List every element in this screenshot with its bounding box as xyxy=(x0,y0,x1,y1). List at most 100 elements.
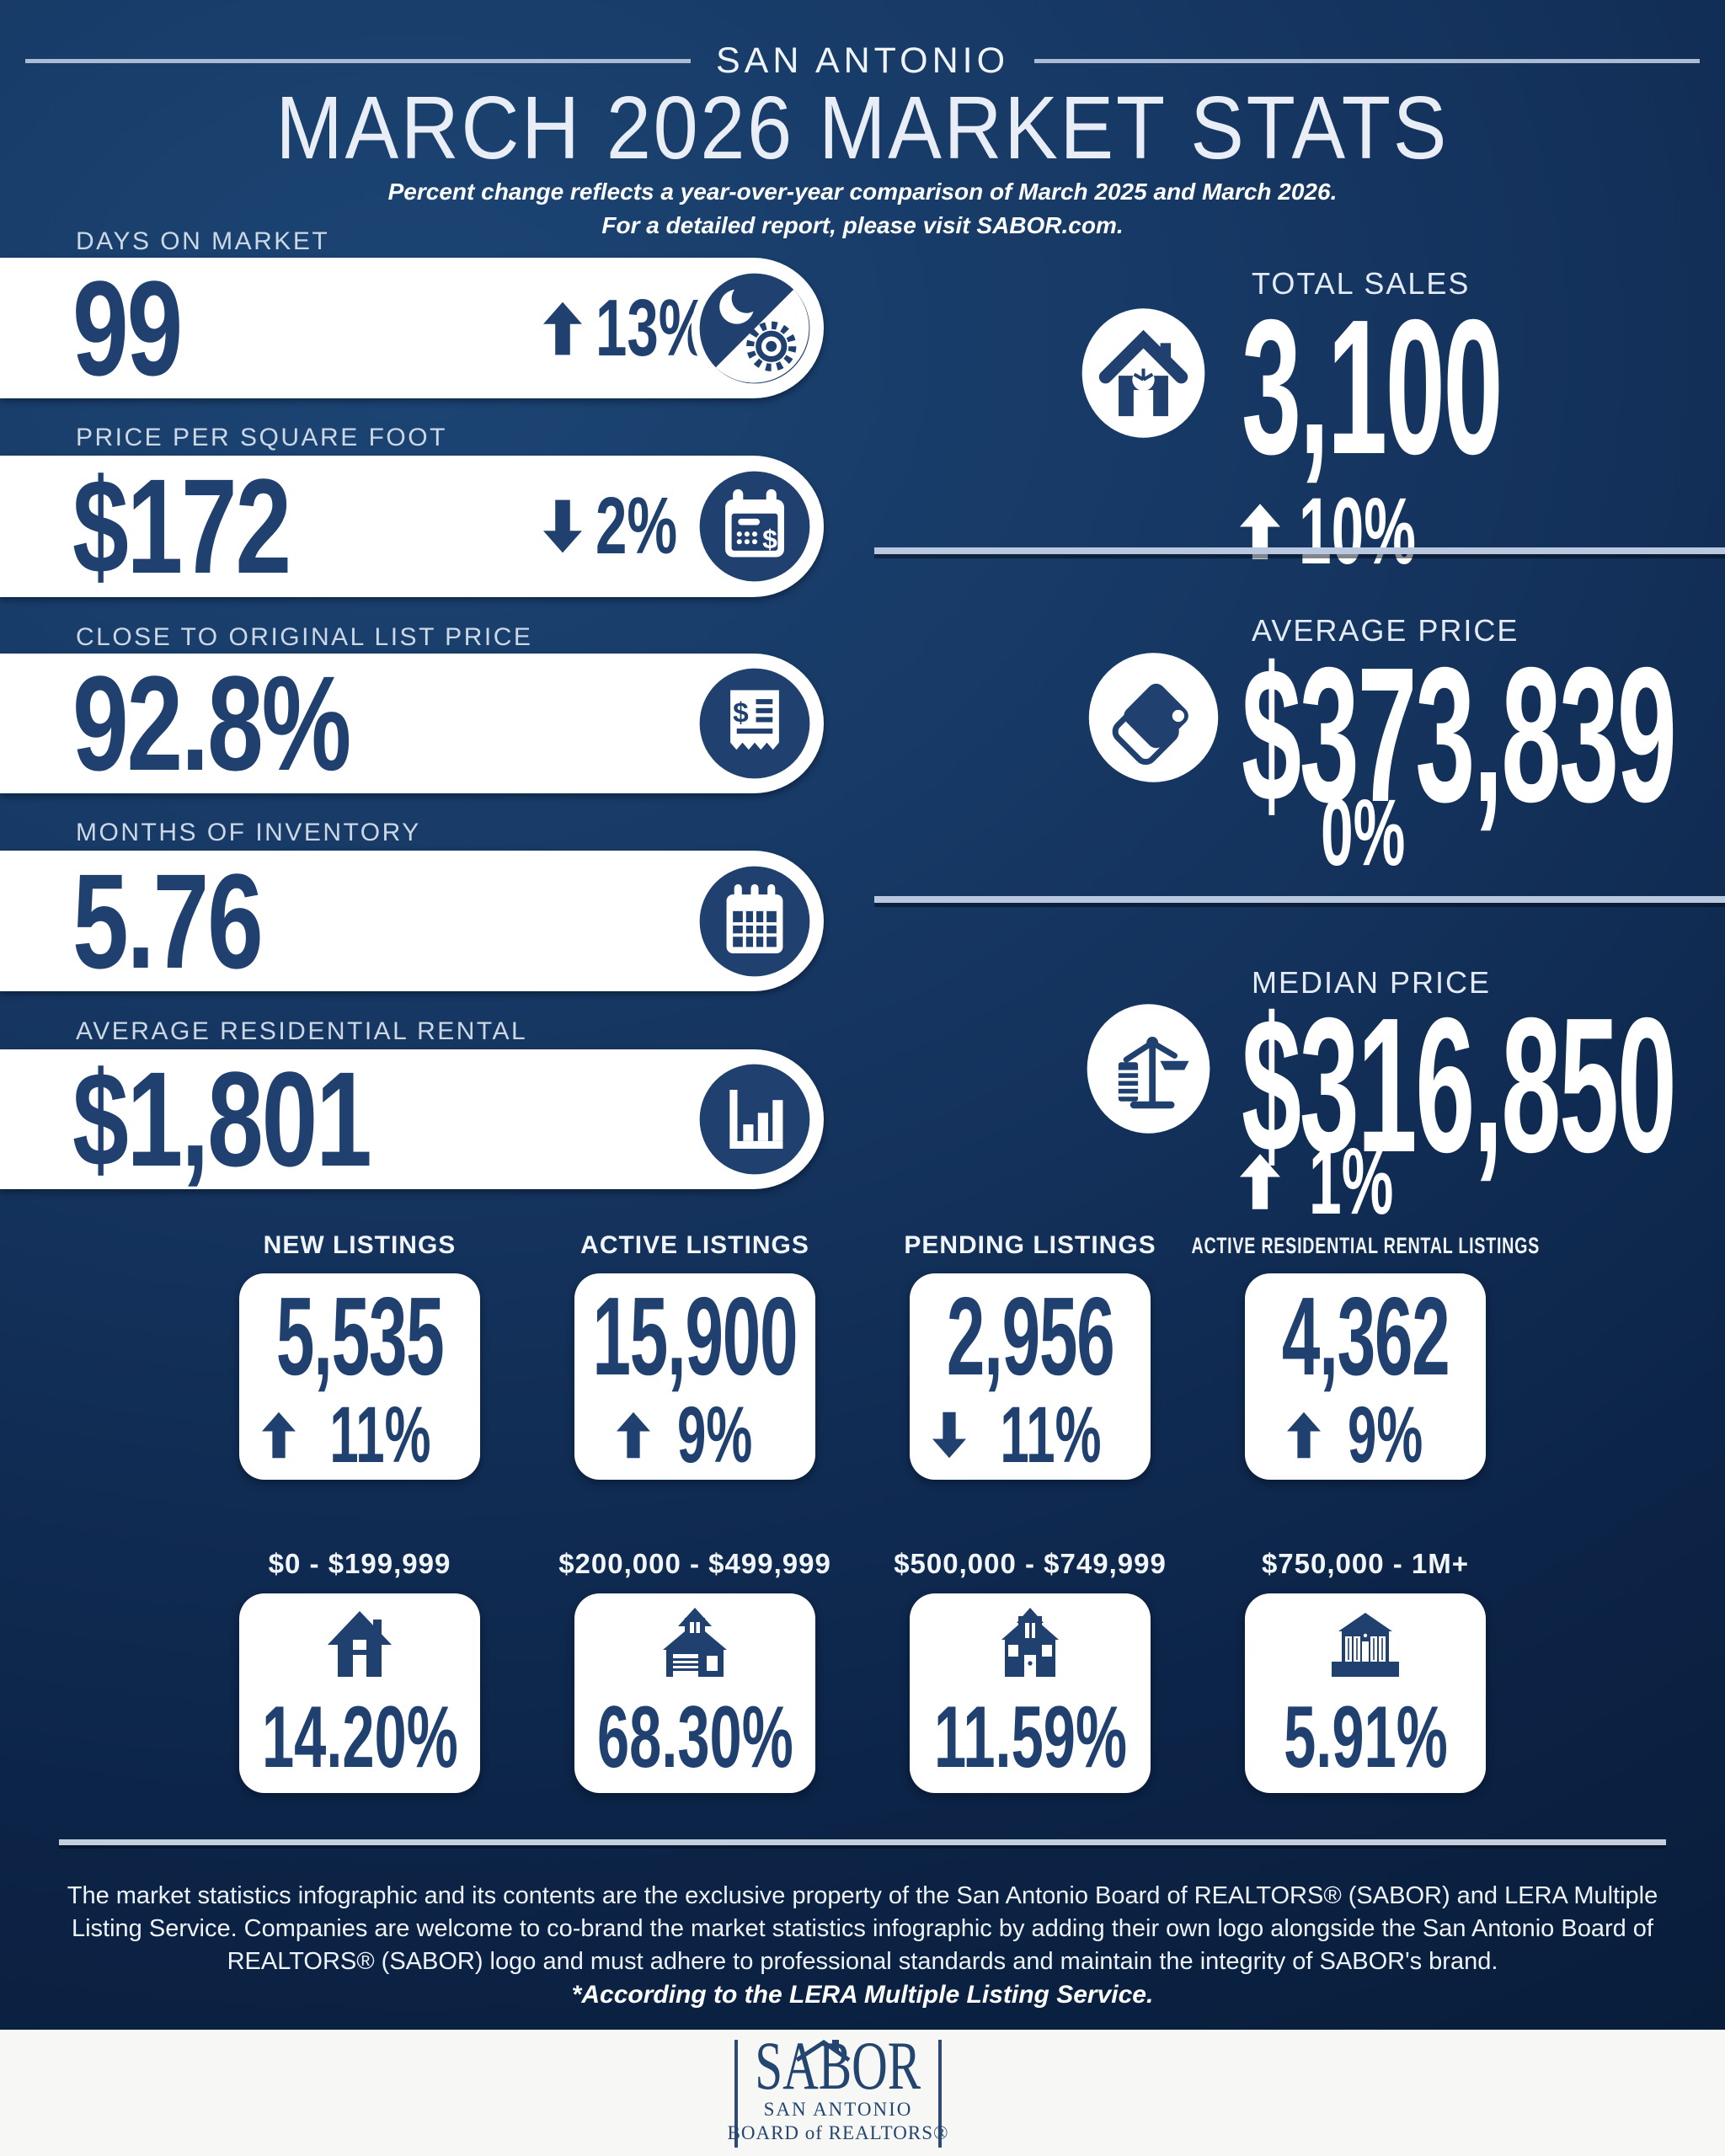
stat-value: 92.8% xyxy=(72,648,351,798)
source-note: *According to the LERA Multiple Listing … xyxy=(571,1981,1154,2009)
stat-change-median-price: 1% xyxy=(1240,1127,1445,1235)
listing-value: 15,900 xyxy=(592,1273,798,1398)
logo-name: SABOR xyxy=(755,2027,921,2104)
house-icon xyxy=(1078,307,1209,440)
up-arrow-icon xyxy=(261,1412,296,1458)
price-range-label: $0 - $199,999 xyxy=(268,1548,451,1579)
up-arrow-icon xyxy=(543,302,582,355)
balance-scale-icon xyxy=(1083,1002,1214,1135)
logo-org: BOARD of REALTORS® xyxy=(727,2122,949,2143)
price-range-share: 14.20% xyxy=(261,1688,458,1786)
medium-house-icon xyxy=(642,1606,748,1690)
listing-col-active: ACTIVE LISTINGS 15,900 9% xyxy=(574,1230,815,1480)
roof-icon xyxy=(793,2039,871,2066)
listing-label: ACTIVE LISTINGS xyxy=(580,1231,809,1259)
bar-chart-icon xyxy=(691,1055,819,1183)
page-title: MARCH 2026 MARKET STATS xyxy=(275,78,1450,178)
stat-label-months-of-inventory: MONTHS OF INVENTORY xyxy=(76,819,421,846)
listing-value: 5,535 xyxy=(275,1273,445,1398)
down-arrow-icon xyxy=(543,499,582,553)
listing-label: ACTIVE RESIDENTIAL RENTAL LISTINGS xyxy=(1191,1233,1540,1258)
price-range-label: $500,000 - $749,999 xyxy=(894,1548,1167,1579)
price-range-card: 14.20% xyxy=(239,1593,480,1793)
logo-city: SAN ANTONIO xyxy=(763,2099,913,2120)
region-name: SAN ANTONIO xyxy=(715,40,1010,81)
stat-value: $172 xyxy=(72,451,291,601)
price-range-row: $0 - $199,999 14.20% $200,000 - $499,999 xyxy=(0,1546,1725,1793)
two-story-house-icon xyxy=(977,1606,1083,1690)
stat-value: $1,801 xyxy=(72,1043,372,1194)
right-divider-2 xyxy=(874,896,1725,903)
price-col-2: $200,000 - $499,999 68.30% xyxy=(558,1546,830,1793)
stat-value-median-price: $316,850 xyxy=(1242,979,1677,1193)
two-story-house-card: 11.59% xyxy=(910,1593,1151,1793)
listing-card: 5,535 11% xyxy=(239,1273,480,1480)
header-rule-right xyxy=(1034,59,1701,63)
price-range-label: $200,000 - $499,999 xyxy=(558,1548,831,1579)
footer-divider xyxy=(59,1839,1666,1845)
dollar-glyph: $ xyxy=(733,697,749,728)
listing-card: 4,362 9% xyxy=(1245,1273,1486,1480)
stat-bar-months-of-inventory: 5.76 xyxy=(0,846,824,996)
listing-change: 11% xyxy=(261,1395,458,1475)
stat-change: 13% xyxy=(543,282,757,375)
listing-card: 2,956 11% xyxy=(910,1273,1151,1480)
small-house-icon xyxy=(307,1606,413,1690)
receipt-icon: $ xyxy=(691,659,819,787)
stat-label-days-on-market: DAYS ON MARKET xyxy=(76,227,330,255)
listing-value: 4,362 xyxy=(1281,1273,1450,1398)
price-range-share: 11.59% xyxy=(933,1688,1127,1786)
price-col-4: $750,000 - 1M+ 5.91% xyxy=(1245,1546,1486,1793)
listing-col-pending: PENDING LISTINGS 2,956 11% xyxy=(904,1230,1156,1480)
up-arrow-icon xyxy=(617,1412,651,1458)
price-range-share: 68.30% xyxy=(596,1688,793,1786)
listing-value: 2,956 xyxy=(946,1273,1115,1398)
stat-label-average-residential-rental: AVERAGE RESIDENTIAL RENTAL xyxy=(76,1017,528,1045)
stat-change-average-price: 0% xyxy=(1321,780,1406,885)
price-range-label: $750,000 - 1M+ xyxy=(1261,1548,1470,1579)
price-range-card: 68.30% xyxy=(574,1593,815,1793)
listing-col-rental: ACTIVE RESIDENTIAL RENTAL LISTINGS 4,362… xyxy=(1191,1230,1539,1480)
right-divider-1 xyxy=(874,547,1725,554)
mansion-icon xyxy=(1312,1606,1418,1690)
subtitle-line-1: Percent change reflects a year-over-year… xyxy=(387,179,1338,205)
stat-bar-average-residential-rental: $1,801 xyxy=(0,1043,824,1194)
down-arrow-icon xyxy=(932,1412,966,1458)
stat-label-median-price: MEDIAN PRICE xyxy=(1252,965,1492,1000)
stat-label-total-sales: TOTAL SALES xyxy=(1252,266,1471,301)
stat-value-total-sales: 3,100 xyxy=(1242,280,1503,494)
header-rule-left xyxy=(25,59,691,63)
price-col-1: $0 - $199,999 14.20% xyxy=(239,1546,480,1793)
stat-change-total-sales: 10% xyxy=(1240,477,1487,585)
mansion-card: 5.91% xyxy=(1245,1593,1486,1793)
stat-value: 5.76 xyxy=(72,845,264,996)
stat-value: 99 xyxy=(72,252,183,403)
listing-change: 9% xyxy=(617,1395,772,1475)
price-col-3: $500,000 - $749,999 11.59% xyxy=(894,1546,1166,1793)
dollar-glyph: $ xyxy=(762,524,777,554)
stat-label-close-to-list-price: CLOSE TO ORIGINAL LIST PRICE xyxy=(76,623,533,651)
listing-card: 15,900 9% xyxy=(574,1273,815,1480)
disclaimer-text: The market statistics infographic and it… xyxy=(67,1882,1658,1975)
price-range-share: 5.91% xyxy=(1283,1688,1448,1786)
stat-label-price-per-sqft: PRICE PER SQUARE FOOT xyxy=(76,424,447,451)
price-tags-icon xyxy=(1088,651,1219,784)
subtitle-line-2: For a detailed report, please visit SABO… xyxy=(601,212,1124,238)
listing-change: 9% xyxy=(1287,1395,1443,1475)
up-arrow-icon xyxy=(1240,503,1280,559)
stat-label-average-price: AVERAGE PRICE xyxy=(1252,613,1519,648)
listings-row: NEW LISTINGS 5,535 11% ACTIVE LISTINGS 1… xyxy=(0,1230,1725,1480)
up-arrow-icon xyxy=(1240,1153,1280,1209)
footer-strip xyxy=(0,2030,1725,2156)
listing-label: PENDING LISTINGS xyxy=(904,1231,1156,1259)
day-night-icon xyxy=(691,264,819,392)
stat-change: 2% xyxy=(543,480,713,573)
region-header: SAN ANTONIO xyxy=(25,40,1701,82)
calendar-icon xyxy=(691,857,819,985)
listing-change: 11% xyxy=(932,1395,1129,1475)
sabor-logo: SABOR SAN ANTONIO BOARD of REALTORS® xyxy=(728,2031,948,2148)
listing-col-new: NEW LISTINGS 5,535 11% xyxy=(239,1230,480,1480)
listing-label: NEW LISTINGS xyxy=(263,1231,457,1259)
stat-value-average-price: $373,839 xyxy=(1242,628,1677,842)
